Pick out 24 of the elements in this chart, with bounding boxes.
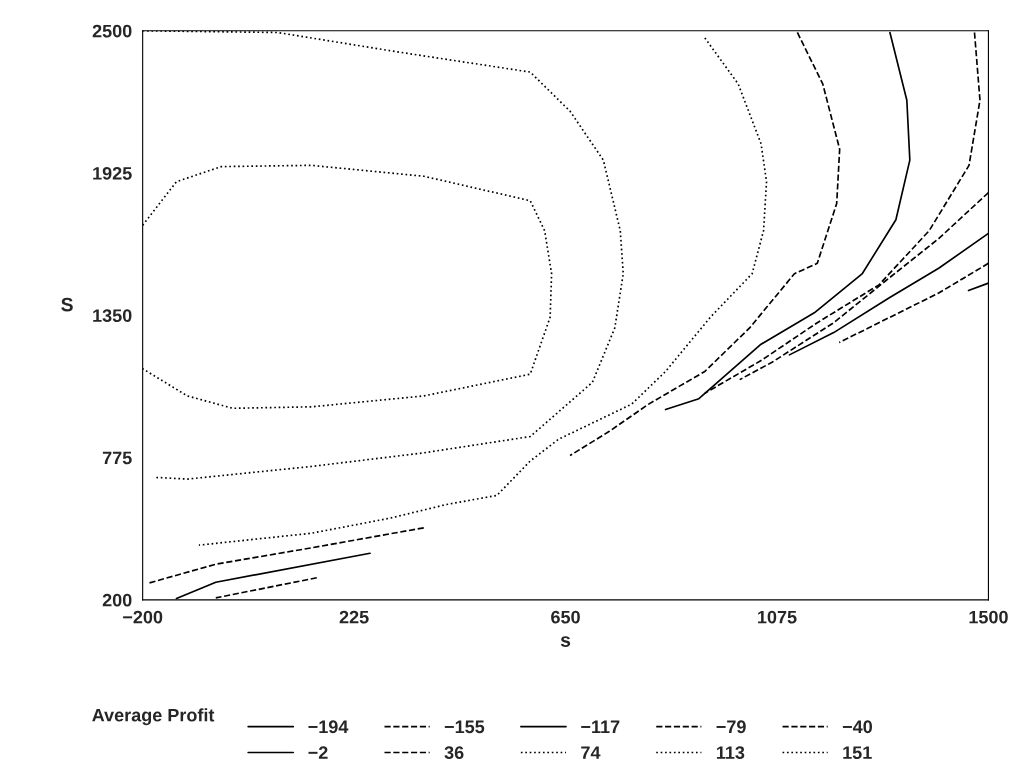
- y-tick-label: 1350: [93, 309, 132, 323]
- y-tick-label: 775: [102, 451, 132, 465]
- x-axis-title: s: [560, 636, 571, 647]
- x-tick-label: 1075: [758, 610, 797, 624]
- y-axis-title: S: [61, 297, 73, 312]
- legend-label: −79: [716, 720, 746, 734]
- x-tick-label: −200: [123, 610, 163, 624]
- legend-label: −155: [444, 720, 485, 734]
- x-tick-label: 650: [551, 610, 580, 624]
- line-series: [198, 37, 768, 546]
- legend-label: 74: [581, 746, 601, 759]
- y-tick-label: 1925: [93, 166, 132, 180]
- legend-label: 113: [716, 746, 745, 760]
- y-tick-label: 2500: [92, 24, 132, 38]
- x-tick-label: 1500: [969, 610, 1008, 624]
- legend-label: 36: [444, 746, 464, 760]
- x-tick-label: 225: [339, 610, 369, 624]
- legend-label: −117: [581, 720, 620, 733]
- legend-label: −194: [308, 720, 349, 734]
- legend-label: −2: [308, 746, 328, 759]
- legend-label: 151: [843, 746, 872, 760]
- legend-label: −40: [842, 720, 873, 734]
- y-tick-label: 200: [102, 593, 132, 607]
- legend-title: Average Profit: [92, 708, 215, 726]
